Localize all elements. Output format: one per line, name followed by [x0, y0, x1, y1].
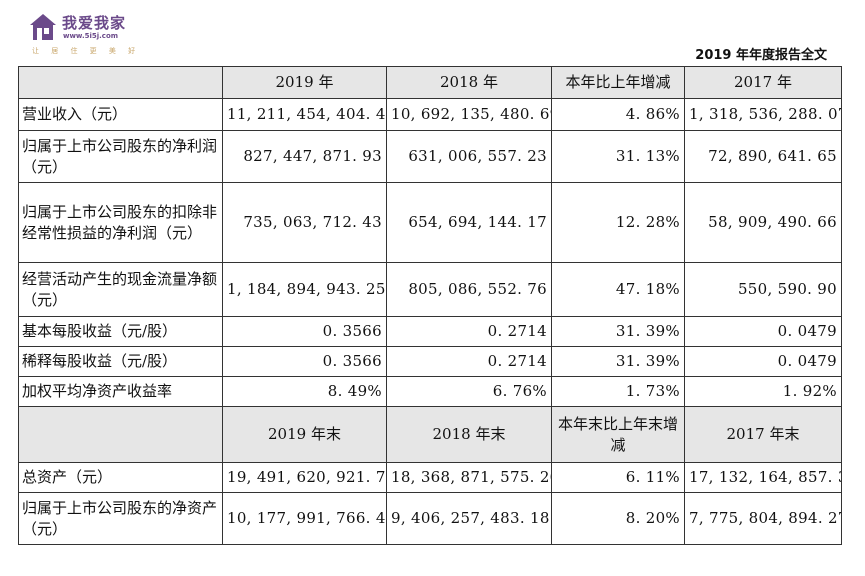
value-2019: 1, 184, 894, 943. 25 — [222, 262, 387, 317]
value-2017: 58, 909, 490. 66 — [684, 182, 842, 263]
header-cell: 本年比上年增减 — [551, 66, 685, 99]
value-2018: 18, 368, 871, 575. 26 — [386, 462, 552, 493]
table-row: 归属于上市公司股东的扣除非经常性损益的净利润（元） 735, 063, 712.… — [18, 182, 842, 263]
value-2019: 735, 063, 712. 43 — [222, 182, 387, 263]
header-cell: 本年末比上年末增减 — [551, 406, 685, 463]
table-row: 归属于上市公司股东的净利润（元） 827, 447, 871. 93 631, … — [18, 130, 842, 183]
table-row: 加权平均净资产收益率 8. 49% 6. 76% 1. 73% 1. 92% — [18, 376, 842, 407]
table-row: 基本每股收益（元/股） 0. 3566 0. 2714 31. 39% 0. 0… — [18, 316, 842, 347]
row-label: 加权平均净资产收益率 — [18, 376, 223, 407]
table-row: 经营活动产生的现金流量净额（元） 1, 184, 894, 943. 25 80… — [18, 262, 842, 317]
value-2019: 8. 49% — [222, 376, 387, 407]
change-value: 12. 28% — [551, 182, 685, 263]
change-value: 47. 18% — [551, 262, 685, 317]
value-2019: 0. 3566 — [222, 316, 387, 347]
value-2019: 10, 177, 991, 766. 46 — [222, 492, 387, 545]
logo-slogan: 让 居 住 更 美 好 — [32, 47, 141, 55]
table-row: 归属于上市公司股东的净资产（元） 10, 177, 991, 766. 46 9… — [18, 492, 842, 545]
header-cell: 2019 年末 — [222, 406, 387, 463]
house-logo-icon — [30, 14, 56, 40]
value-2017: 0. 0479 — [684, 316, 842, 347]
value-2017: 72, 890, 641. 65 — [684, 130, 842, 183]
row-label: 总资产（元） — [18, 462, 223, 493]
company-logo: 我爱我家 www.5i5j.com 让 居 住 更 美 好 — [28, 10, 188, 56]
row-label: 归属于上市公司股东的扣除非经常性损益的净利润（元） — [18, 182, 223, 263]
value-2019: 11, 211, 454, 404. 46 — [222, 98, 387, 131]
change-value: 31. 39% — [551, 316, 685, 347]
value-2018: 10, 692, 135, 480. 69 — [386, 98, 552, 131]
table-row: 稀释每股收益（元/股） 0. 3566 0. 2714 31. 39% 0. 0… — [18, 346, 842, 377]
row-label: 稀释每股收益（元/股） — [18, 346, 223, 377]
change-value: 31. 39% — [551, 346, 685, 377]
row-label: 营业收入（元） — [18, 98, 223, 131]
logo-name: 我爱我家 — [62, 14, 127, 32]
row-label: 归属于上市公司股东的净利润（元） — [18, 130, 223, 183]
header-cell — [18, 66, 223, 99]
value-2017: 17, 132, 164, 857. 32 — [684, 462, 842, 493]
value-2019: 827, 447, 871. 93 — [222, 130, 387, 183]
header-row: 2019 年末 2018 年末 本年末比上年末增减 2017 年末 — [18, 406, 842, 463]
value-2018: 654, 694, 144. 17 — [386, 182, 552, 263]
header-cell: 2019 年 — [222, 66, 387, 99]
value-2018: 6. 76% — [386, 376, 552, 407]
value-2017: 7, 775, 804, 894. 27 — [684, 492, 842, 545]
logo-url: www.5i5j.com — [63, 32, 119, 40]
report-title: 2019 年年度报告全文 — [695, 48, 827, 63]
value-2017: 1, 318, 536, 288. 07 — [684, 98, 842, 131]
row-label: 归属于上市公司股东的净资产（元） — [18, 492, 223, 545]
change-value: 4. 86% — [551, 98, 685, 131]
header-cell: 2018 年 — [386, 66, 552, 99]
change-value: 6. 11% — [551, 462, 685, 493]
change-value: 8. 20% — [551, 492, 685, 545]
value-2018: 805, 086, 552. 76 — [386, 262, 552, 317]
row-label: 基本每股收益（元/股） — [18, 316, 223, 347]
header-cell: 2017 年末 — [684, 406, 842, 463]
table-row: 营业收入（元） 11, 211, 454, 404. 46 10, 692, 1… — [18, 98, 842, 131]
header-cell — [18, 406, 223, 463]
value-2018: 631, 006, 557. 23 — [386, 130, 552, 183]
header-row: 2019 年 2018 年 本年比上年增减 2017 年 — [18, 66, 842, 99]
row-label: 经营活动产生的现金流量净额（元） — [18, 262, 223, 317]
value-2017: 1. 92% — [684, 376, 842, 407]
value-2019: 19, 491, 620, 921. 75 — [222, 462, 387, 493]
header-cell: 2018 年末 — [386, 406, 552, 463]
value-2018: 0. 2714 — [386, 316, 552, 347]
value-2017: 0. 0479 — [684, 346, 842, 377]
financial-summary-table: 2019 年 2018 年 本年比上年增减 2017 年 营业收入（元） 11,… — [18, 66, 842, 545]
change-value: 1. 73% — [551, 376, 685, 407]
header-cell: 2017 年 — [684, 66, 842, 99]
value-2018: 9, 406, 257, 483. 18 — [386, 492, 552, 545]
change-value: 31. 13% — [551, 130, 685, 183]
value-2018: 0. 2714 — [386, 346, 552, 377]
table-row: 总资产（元） 19, 491, 620, 921. 75 18, 368, 87… — [18, 462, 842, 493]
value-2017: 550, 590. 90 — [684, 262, 842, 317]
value-2019: 0. 3566 — [222, 346, 387, 377]
